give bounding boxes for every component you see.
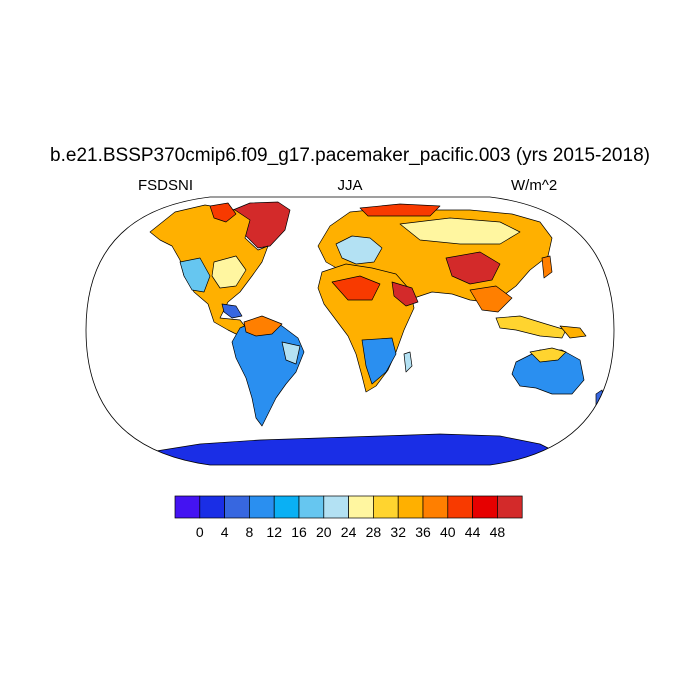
new-guinea-region [559, 325, 587, 339]
colorbar-tick-label: 44 [465, 524, 481, 540]
north-america-west-region [179, 257, 211, 293]
colorbar-box [348, 495, 374, 519]
colorbar-tick-label: 40 [440, 524, 456, 540]
colorbar-tick-label: 36 [415, 524, 431, 540]
colorbar-box [397, 495, 424, 519]
europe-region [335, 235, 383, 265]
colorbar-tick-label: 20 [316, 524, 332, 540]
indonesia-region [495, 315, 567, 339]
season-label: JJA [337, 177, 363, 194]
colorbar-tick-label: 32 [390, 524, 406, 540]
north-america-east-region [211, 255, 247, 289]
sahara-hotspot [331, 275, 381, 301]
colorbar-tick-label: 8 [246, 524, 254, 540]
south-america-north-region [243, 315, 283, 337]
colorbar-box [497, 495, 523, 519]
antarctica-region [139, 433, 561, 465]
colorbar-box [224, 495, 250, 519]
plot-title: b.e21.BSSP370cmip6.f09_g17.pacemaker_pac… [50, 145, 650, 166]
colorbar-tick-label: 16 [291, 524, 307, 540]
colorbar-tick-label: 48 [490, 524, 506, 540]
colorbar-tick-label: 0 [196, 524, 204, 540]
central-america-region [221, 303, 243, 319]
units-label: W/m^2 [511, 177, 558, 194]
colorbar-box [249, 495, 275, 519]
colorbar-tick-label: 28 [366, 524, 382, 540]
colorbar-tick-label: 4 [221, 524, 229, 540]
arabia-hotspot [391, 281, 419, 307]
colorbar-box [447, 495, 473, 519]
canadian-arctic-region [209, 202, 237, 223]
variable-label: FSDSNI [138, 177, 194, 194]
colorbar-box [199, 495, 225, 519]
map-border [85, 196, 615, 466]
south-america-east-region [281, 341, 301, 365]
colorbar-tick-label: 12 [266, 524, 282, 540]
colorbar-tick-label: 24 [341, 524, 357, 540]
arctic-coast-region [359, 203, 441, 217]
colorbar-box [472, 495, 498, 519]
colorbar-box [373, 495, 399, 519]
siberia-region [399, 217, 521, 245]
australia-north-region [529, 347, 567, 363]
colorbar-box [174, 495, 201, 519]
colorbar-box [422, 495, 449, 519]
colorbar-box [323, 495, 349, 519]
southern-africa-region [361, 337, 397, 385]
colorbar-box [273, 495, 300, 519]
japan-region [541, 255, 553, 279]
south-asia-region [469, 285, 513, 313]
madagascar-region [403, 351, 413, 373]
central-asia-hotspot [445, 251, 501, 285]
colorbar-box [298, 495, 325, 519]
